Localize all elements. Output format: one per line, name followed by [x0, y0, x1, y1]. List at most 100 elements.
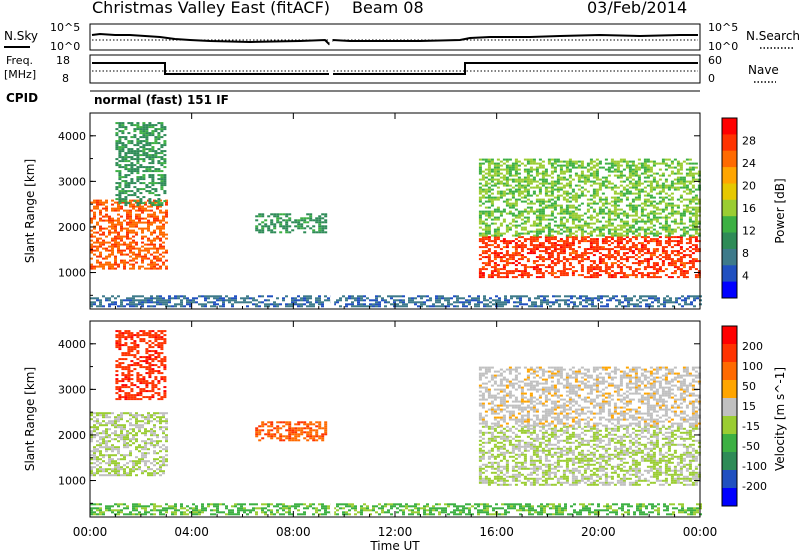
power-cell [614, 205, 617, 207]
velocity-cell [142, 330, 145, 332]
power-cell [123, 260, 126, 262]
power-cell [648, 303, 651, 305]
power-cell [160, 164, 163, 166]
power-cell [139, 126, 142, 128]
velocity-cell [102, 468, 105, 470]
velocity-cell [117, 474, 120, 476]
velocity-cell [93, 474, 96, 476]
velocity-cell [115, 360, 118, 362]
power-cell [605, 272, 608, 274]
power-cell [651, 297, 654, 299]
power-cell [548, 225, 551, 227]
power-cell [671, 163, 674, 165]
power-cell [647, 260, 650, 262]
power-cell [599, 268, 602, 270]
power-cell [135, 303, 138, 305]
power-cell [687, 297, 690, 299]
power-cell [504, 297, 507, 299]
power-cell [659, 240, 662, 242]
power-cell [213, 295, 216, 297]
power-cell [587, 256, 590, 258]
power-cell [162, 246, 165, 248]
power-cell [674, 205, 677, 207]
velocity-cell [151, 386, 154, 388]
power-cell [587, 191, 590, 193]
velocity-cell [99, 454, 102, 456]
power-cell [606, 299, 609, 301]
power-cell [623, 169, 626, 171]
power-cell [509, 175, 512, 177]
power-cell [557, 225, 560, 227]
power-cell [662, 191, 665, 193]
power-cell [267, 295, 270, 297]
power-cell [500, 272, 503, 274]
power-cell [515, 179, 518, 181]
velocity-cell [153, 446, 156, 448]
power-cell [539, 173, 542, 175]
power-cell [611, 270, 614, 272]
power-cell [132, 264, 135, 266]
power-cell [563, 250, 566, 252]
power-cell [503, 185, 506, 187]
velocity-cell [135, 418, 138, 420]
power-cell [126, 232, 129, 234]
power-cell [617, 197, 620, 199]
power-cell [572, 207, 575, 209]
power-cell [614, 246, 617, 248]
power-cell [689, 191, 692, 193]
power-cell [309, 213, 312, 215]
power-cell [650, 240, 653, 242]
power-cell [306, 301, 309, 303]
power-cell [273, 301, 276, 303]
power-cell [618, 303, 621, 305]
power-cell [569, 252, 572, 254]
power-cell [638, 268, 641, 270]
power-cell [623, 258, 626, 260]
velocity-cell [136, 378, 139, 380]
power-cell [204, 303, 207, 305]
power-cell [662, 175, 665, 177]
power-cell [665, 219, 668, 221]
velocity-cell [150, 430, 153, 432]
velocity-cell [118, 380, 121, 382]
power-cell [521, 256, 524, 258]
power-cell [180, 295, 183, 297]
velocity-cell [135, 434, 138, 436]
power-cell [503, 183, 506, 185]
power-cell [659, 213, 662, 215]
power-cell [671, 221, 674, 223]
power-cell [644, 266, 647, 268]
power-cell [130, 158, 133, 160]
power-cell [500, 256, 503, 258]
power-cell [246, 301, 249, 303]
power-cell [501, 303, 504, 305]
power-cell [485, 197, 488, 199]
velocity-cell [123, 470, 126, 472]
power-cell [578, 217, 581, 219]
power-cell [605, 201, 608, 203]
power-cell [157, 134, 160, 136]
power-cell [141, 250, 144, 252]
power-cell [142, 166, 145, 168]
power-cell [160, 124, 163, 126]
power-cell [150, 210, 153, 212]
power-cell [575, 197, 578, 199]
power-cell [668, 276, 671, 278]
power-cell [147, 222, 150, 224]
velocity-cell [165, 446, 168, 448]
power-cell [136, 124, 139, 126]
power-cell [566, 211, 569, 213]
power-cell [533, 177, 536, 179]
power-cell [617, 244, 620, 246]
power-cell [629, 191, 632, 193]
power-cell [557, 187, 560, 189]
velocity-cell [96, 460, 99, 462]
power-cell [99, 266, 102, 268]
power-cell [151, 202, 154, 204]
power-cell [136, 140, 139, 142]
velocity-cell [130, 348, 133, 350]
power-cell [378, 301, 381, 303]
velocity-cell [93, 420, 96, 422]
power-cell [530, 161, 533, 163]
power-cell [674, 231, 677, 233]
